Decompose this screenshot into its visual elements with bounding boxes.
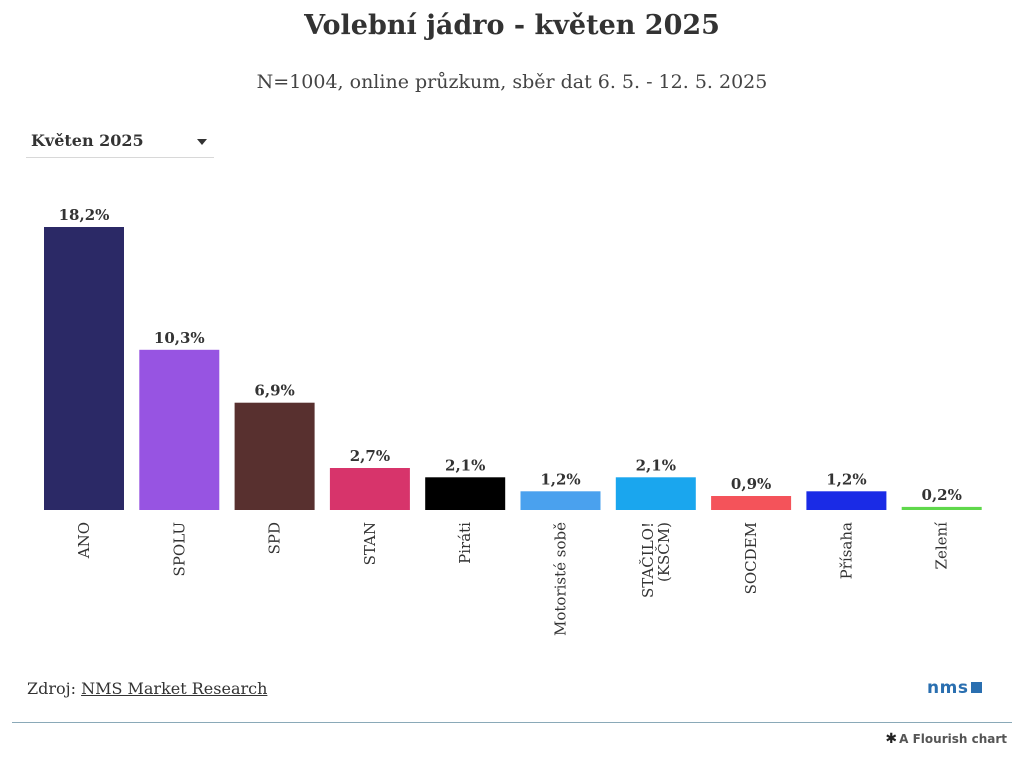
bar-sta-ilo-ks-m[interactable] — [615, 477, 696, 510]
flourish-credit-link[interactable]: ✱ A Flourish chart — [885, 731, 1007, 747]
source-note: Zdroj: NMS Market Research — [27, 679, 267, 698]
category-label: SPOLU — [170, 522, 188, 576]
category-label: Motoristé sobě — [552, 522, 570, 636]
value-label: 2,1% — [636, 456, 676, 474]
bar-p-saha[interactable] — [806, 491, 887, 510]
bar-spolu[interactable] — [139, 349, 220, 510]
bar-stan[interactable] — [329, 468, 410, 510]
chart-subtitle: N=1004, online průzkum, sběr dat 6. 5. -… — [256, 71, 768, 93]
bar-socdem[interactable] — [711, 496, 792, 510]
value-label: 2,7% — [350, 447, 390, 465]
nms-logo: nms — [927, 678, 983, 698]
category-label: (KSČM) — [655, 522, 673, 582]
source-prefix: Zdroj: — [27, 679, 82, 698]
bar-pir-ti[interactable] — [425, 477, 506, 510]
nms-logo-text: nms — [927, 678, 969, 698]
category-label: SPD — [266, 522, 284, 554]
category-label: STAČILO! — [639, 522, 657, 598]
bar-chart: 18,2% ANO 10,3% SPOLU 6,9% SPD 2,7% STAN 2,1% Pir… — [44, 206, 982, 636]
flourish-asterisk-icon: ✱ — [885, 731, 898, 747]
category-label: Přísaha — [837, 522, 855, 579]
bar-zelen[interactable] — [901, 506, 982, 510]
footer-divider — [12, 722, 1012, 723]
flourish-credit-label: A Flourish chart — [899, 732, 1007, 746]
source-link[interactable]: NMS Market Research — [81, 679, 268, 698]
bar-ano[interactable] — [44, 227, 124, 510]
category-label: Zelení — [933, 522, 951, 570]
value-label: 0,2% — [922, 486, 962, 504]
caret-down-icon — [197, 139, 207, 145]
category-label: ANO — [75, 522, 93, 559]
category-label: SOCDEM — [742, 522, 760, 594]
logo-square-icon — [971, 682, 983, 693]
category-label: Piráti — [456, 522, 474, 564]
value-label: 10,3% — [154, 329, 205, 347]
value-label: 1,2% — [826, 470, 866, 488]
value-label: 2,1% — [445, 456, 485, 474]
value-label: 6,9% — [254, 382, 294, 400]
period-dropdown-value: Květen 2025 — [31, 131, 144, 150]
chart-title: Volební jádro - květen 2025 — [304, 10, 720, 41]
value-label: 18,2% — [59, 206, 110, 224]
bar-motorist-sob[interactable] — [520, 491, 601, 510]
category-label: STAN — [361, 522, 379, 565]
value-label: 1,2% — [540, 470, 580, 488]
value-label: 0,9% — [731, 475, 771, 493]
period-dropdown[interactable]: Květen 2025 — [26, 126, 214, 158]
bar-spd[interactable] — [234, 402, 315, 510]
